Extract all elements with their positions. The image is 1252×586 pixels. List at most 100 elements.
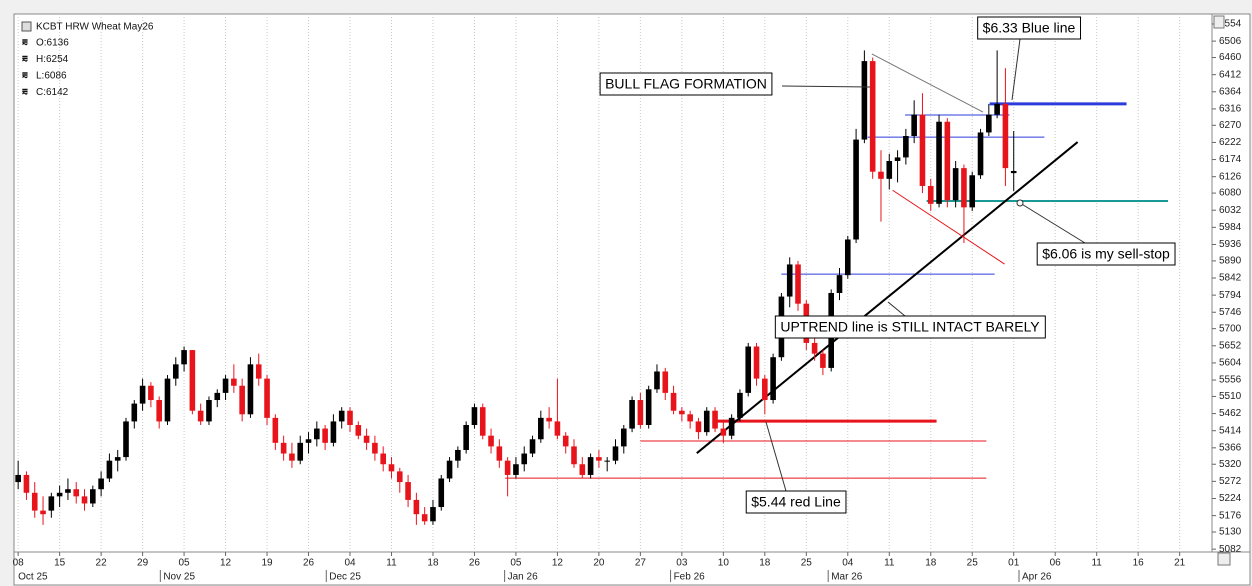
- legend-icon: ⩳: [22, 71, 28, 82]
- candle-body: [479, 407, 486, 436]
- candle-body: [255, 364, 262, 379]
- y-tick-label: 6174: [1219, 154, 1242, 165]
- candle-body: [720, 428, 727, 436]
- y-tick-label: 5272: [1219, 476, 1242, 487]
- x-tick-label: 11: [1091, 558, 1102, 569]
- y-tick-label: 5652: [1219, 340, 1242, 351]
- candle-body: [471, 407, 478, 425]
- legend-value: O:6136: [36, 38, 69, 49]
- candle-body: [222, 378, 229, 393]
- x-tick-label: 15: [54, 558, 66, 569]
- candle-body: [969, 175, 976, 208]
- callout-line: [781, 85, 871, 88]
- x-tick-label: 12: [220, 558, 232, 569]
- candle-body: [272, 417, 279, 443]
- candle-body: [737, 392, 743, 418]
- y-tick-label: 5794: [1219, 290, 1242, 301]
- candle-body: [1010, 170, 1017, 174]
- x-tick-label: 19: [261, 558, 273, 569]
- candle-body: [181, 350, 187, 365]
- candle-body: [330, 421, 337, 443]
- legend-value: H:6254: [36, 54, 69, 65]
- x-tick-label: 11: [884, 558, 895, 569]
- candle-body: [463, 424, 469, 450]
- x-tick-label: 10: [718, 558, 730, 569]
- candle-body: [380, 453, 386, 465]
- candle-body: [795, 264, 801, 304]
- y-tick-label: 6222: [1219, 137, 1242, 148]
- y-tick-label: 5366: [1219, 442, 1242, 453]
- candle-body: [56, 492, 63, 497]
- x-tick-label: 03: [676, 558, 688, 569]
- candle-body: [15, 474, 21, 483]
- legend-icon: ⩳: [22, 38, 28, 49]
- candle-body: [679, 410, 685, 415]
- candle-body: [878, 171, 884, 179]
- y-tick-label: 6506: [1219, 36, 1242, 47]
- x-tick-label: 05: [510, 558, 522, 569]
- candle-body: [994, 103, 1000, 115]
- y-tick-label: 5842: [1219, 273, 1242, 284]
- y-tick-label: 5890: [1219, 256, 1242, 267]
- month-label: Apr 26: [1022, 572, 1052, 583]
- candle-body: [372, 442, 378, 454]
- y-tick-label: 6460: [1219, 52, 1242, 63]
- candle-body: [562, 435, 569, 447]
- candle-body: [587, 457, 594, 475]
- x-tick-label: 21: [1174, 558, 1186, 569]
- candle-body: [90, 489, 96, 504]
- month-label: Oct 25: [18, 572, 48, 583]
- candle-body: [114, 457, 121, 461]
- candle-body: [961, 168, 967, 208]
- y-tick-label: 6364: [1219, 86, 1242, 97]
- corner-button[interactable]: [1217, 552, 1231, 566]
- scale-button[interactable]: [1213, 15, 1225, 29]
- x-tick-label: 18: [925, 558, 937, 569]
- y-tick-label: 5604: [1219, 358, 1242, 369]
- candle-body: [927, 185, 934, 204]
- x-tick-label: 12: [552, 558, 564, 569]
- y-tick-label: 6554: [1219, 19, 1242, 30]
- drawn-line: [871, 53, 984, 113]
- legend: KCBT HRW Wheat May26 ⩳ O:6136 ⩳ H:6254 ⩳ L:60…: [21, 21, 154, 98]
- candle-body: [1002, 103, 1009, 169]
- candle-body: [554, 421, 561, 436]
- candle-body: [703, 410, 710, 433]
- candle-body: [770, 357, 776, 401]
- callout-box: [599, 72, 773, 96]
- candle-body: [206, 400, 212, 422]
- candle-body: [31, 492, 38, 511]
- x-tick-label: 29: [137, 558, 149, 569]
- candle-body: [48, 496, 55, 511]
- month-label: Jan 26: [508, 572, 538, 583]
- candle-body: [820, 353, 826, 368]
- x-tick-label: 18: [759, 558, 771, 569]
- candle-body: [65, 489, 71, 493]
- candle-body: [139, 385, 146, 404]
- candle-body: [538, 417, 544, 440]
- candle-body: [197, 410, 204, 422]
- candle-body: [844, 239, 851, 276]
- candle-body: [430, 507, 436, 522]
- candle-body: [629, 400, 635, 429]
- candle-body: [546, 417, 552, 422]
- candle-body: [148, 385, 154, 401]
- candle-body: [944, 121, 951, 201]
- x-tick-label: 11: [386, 558, 397, 569]
- x-tick-label: 05: [179, 558, 191, 569]
- candle-body: [405, 482, 411, 500]
- y-tick-label: 5510: [1219, 391, 1242, 402]
- x-tick-label: 25: [801, 558, 813, 569]
- candle-body: [231, 378, 237, 386]
- candle-body: [280, 442, 287, 454]
- candle-body: [239, 385, 245, 415]
- callout-dot: [1016, 199, 1024, 207]
- callout-box: [977, 16, 1082, 40]
- candle-body: [214, 392, 221, 401]
- month-label: Nov 25: [163, 572, 195, 583]
- y-tick-label: 6032: [1219, 205, 1242, 216]
- legend-value: C:6142: [36, 87, 69, 98]
- y-tick-label: 5936: [1219, 239, 1242, 250]
- y-tick-label: 6126: [1219, 171, 1242, 182]
